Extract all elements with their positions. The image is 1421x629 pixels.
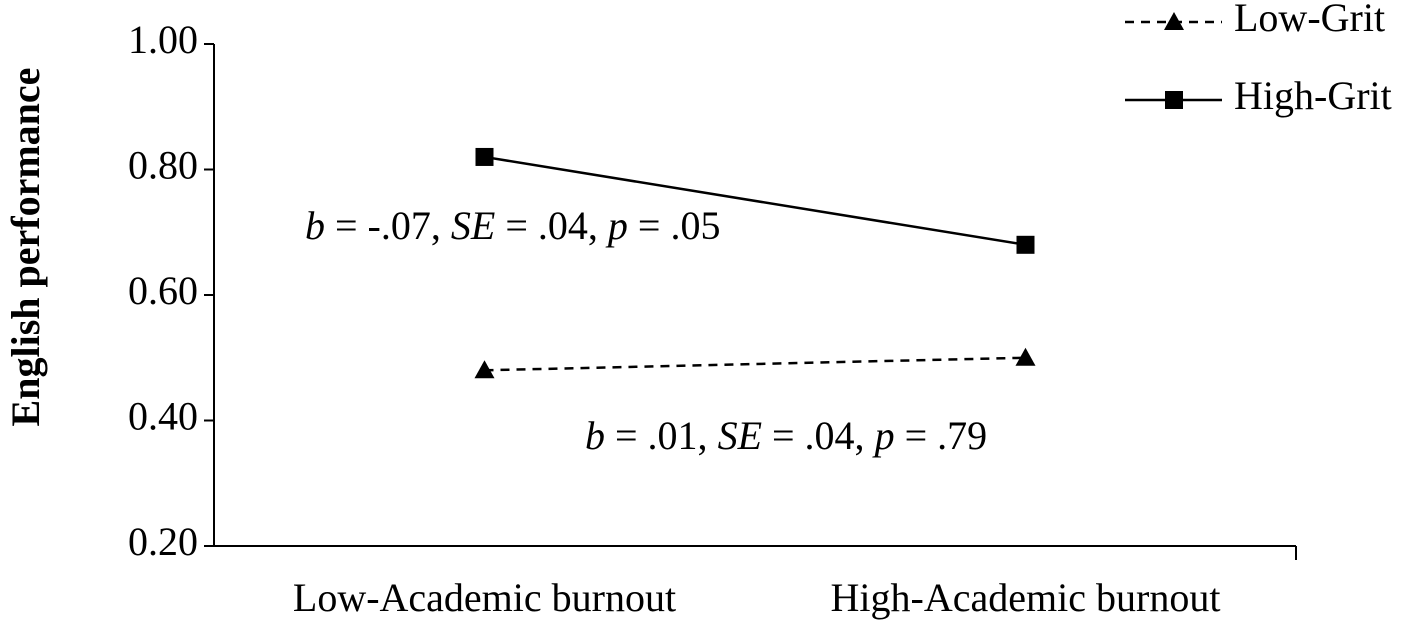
y-axis-label: English performance — [3, 68, 48, 427]
annotation-part: SE — [718, 413, 762, 458]
annotation-part: = -.07, — [325, 203, 451, 248]
annotation-part: p — [605, 203, 628, 248]
y-tick-label: 0.40 — [128, 394, 198, 439]
series-line — [484, 155, 1026, 247]
y-tick-label: 0.20 — [128, 519, 198, 564]
legend-label: Low-Grit — [1234, 0, 1385, 40]
annotation-part: p — [872, 413, 895, 458]
annotation-part: = .01, — [605, 413, 718, 458]
marker — [1015, 347, 1036, 366]
marker — [475, 147, 494, 166]
annotation-part: b — [305, 203, 325, 248]
legend-marker — [1165, 91, 1183, 109]
annotation-part: = .04, — [762, 413, 875, 458]
marker — [474, 360, 495, 379]
x-tick-label: Low-Academic burnout — [293, 575, 676, 620]
marker — [1016, 235, 1035, 254]
x-tick-label: High-Academic burnout — [831, 575, 1221, 620]
series-line — [484, 356, 1026, 372]
annotation-part: = .79 — [895, 413, 988, 458]
annotation-part: = .05 — [628, 203, 721, 248]
y-tick-label: 0.80 — [128, 143, 198, 188]
y-tick-label: 0.60 — [128, 268, 198, 313]
annotation-part: = .04, — [495, 203, 608, 248]
annotation: b = .01, SE = .04, p = .79 — [585, 413, 987, 458]
y-tick-label: 1.00 — [128, 17, 198, 62]
legend-label: High-Grit — [1234, 73, 1392, 118]
annotation: b = -.07, SE = .04, p = .05 — [305, 203, 720, 248]
annotation-part: b — [585, 413, 605, 458]
legend-marker — [1164, 12, 1184, 30]
annotation-part: SE — [451, 203, 495, 248]
